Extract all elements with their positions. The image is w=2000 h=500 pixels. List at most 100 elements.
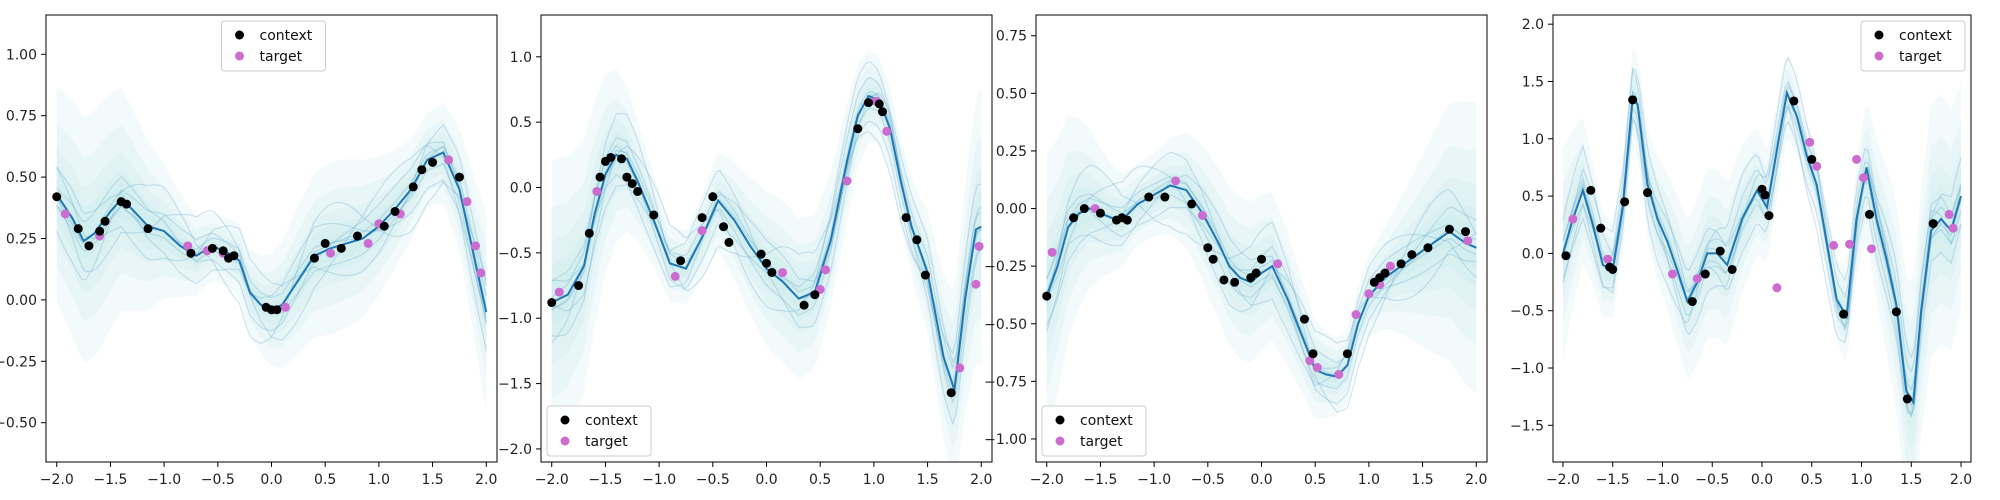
sample-curve [1562, 81, 1962, 418]
legend-marker-target [1055, 436, 1065, 446]
y-tick-label: −0.75 [984, 374, 1027, 390]
target-point [476, 268, 486, 278]
sample-curve [551, 61, 982, 426]
target-point [592, 186, 602, 196]
context-point [912, 235, 922, 245]
legend-marker-target [235, 51, 244, 61]
context-point [1160, 192, 1170, 202]
context-point [622, 172, 632, 182]
uncertainty-band-2 [56, 118, 487, 379]
x-tick-label: 0.5 [314, 472, 336, 488]
y-tick-label: 0.00 [996, 202, 1027, 218]
context-point [229, 251, 239, 261]
context-point [336, 243, 346, 253]
target-point [974, 241, 984, 251]
context-point [606, 152, 616, 162]
context-point [1628, 95, 1638, 105]
legend: context target [221, 20, 326, 72]
legend-marker-context [235, 30, 244, 40]
target-point [842, 176, 852, 186]
y-tick-label: 0.5 [1522, 189, 1544, 205]
target-point [1944, 209, 1954, 219]
legend-label-target: target [585, 434, 628, 450]
x-tick-label: 0.5 [1304, 472, 1326, 488]
context-point [1257, 254, 1266, 264]
legend-box [1860, 20, 1966, 72]
x-tick-label: 1.5 [916, 472, 938, 488]
target-point [1845, 239, 1855, 249]
x-tick-label: −1.0 [147, 472, 181, 488]
context-point [390, 206, 400, 216]
context-point [454, 172, 464, 182]
context-point [1461, 227, 1471, 237]
target-point [60, 209, 70, 219]
sample-curve [56, 145, 487, 352]
x-tick-label: −1.5 [93, 472, 127, 488]
target-point [1197, 210, 1207, 220]
y-tick-label: −0.25 [0, 354, 37, 370]
context-point [1727, 264, 1737, 274]
target-point [1047, 247, 1057, 257]
target-point [1351, 310, 1361, 320]
legend-label-target: target [1899, 49, 1942, 65]
x-tick-label: 0.0 [1250, 472, 1272, 488]
x-tick-label: 1.0 [1358, 472, 1380, 488]
target-point [1812, 161, 1822, 171]
sample-curve [1562, 56, 1962, 415]
panel-2: −2.0 −1.5 −1.0 −0.5 0.0 0.5 1.0 1.5 2.0 −2.0 −1.5 −… [498, 14, 993, 488]
uncertainty-band-2 [551, 66, 982, 449]
y-tick-label: 0.50 [996, 86, 1027, 102]
sample-curve [551, 94, 982, 370]
x-tick-label: −2.0 [535, 472, 569, 488]
context-point [95, 226, 105, 236]
panel-4: −2.0 −1.5 −1.0 −0.5 0.0 0.5 1.0 1.5 2.0−1.5−1.0−… [1510, 14, 1972, 488]
target-point [1603, 254, 1613, 264]
context-point [1042, 291, 1052, 301]
panel-3: −2.0 −1.5 −1.0 −0.5 0.0 0.5 1.0 1.5 2.0 −1.00 −0.7… [984, 14, 1488, 488]
sample-curve [1046, 165, 1477, 344]
y-tick-label: −0.5 [498, 246, 532, 262]
x-tick-label: 0.5 [1801, 472, 1823, 488]
target-point [1692, 274, 1702, 284]
target-point [670, 271, 680, 281]
x-tick-label: 0.0 [260, 472, 282, 488]
x-tick-label: 2.0 [1465, 472, 1487, 488]
legend-box [221, 20, 326, 72]
uncertainty-band-1 [551, 51, 982, 462]
context-point [762, 258, 771, 268]
target-point [1805, 137, 1815, 147]
context-point [428, 157, 438, 167]
legend-label-target: target [260, 49, 303, 65]
legend-label-target: target [1080, 434, 1123, 450]
sample-curve [1046, 176, 1477, 390]
uncertainty-band-2 [1563, 66, 1961, 462]
sample-curve [56, 163, 487, 324]
context-point [547, 298, 557, 308]
context-point [1144, 192, 1154, 202]
x-tick-label: −0.5 [696, 472, 730, 488]
context-point [697, 213, 707, 223]
target-point [444, 155, 454, 165]
context-point [853, 124, 863, 134]
plot-area [547, 51, 984, 462]
context-point [719, 222, 729, 232]
plot-area [52, 87, 488, 412]
x-tick-label: −2.0 [1546, 472, 1580, 488]
target-point [363, 238, 373, 248]
context-point [649, 210, 659, 220]
context-point [1251, 268, 1261, 278]
target-point [326, 248, 336, 258]
context-point [1839, 309, 1849, 319]
y-tick-label: −1.5 [498, 377, 532, 393]
y-tick-label: 0.0 [510, 181, 532, 197]
legend-marker-target [560, 436, 570, 446]
x-tick-label: −1.5 [1596, 472, 1630, 488]
context-point [122, 199, 132, 209]
context-point [724, 237, 734, 247]
target-point [1334, 369, 1344, 379]
y-tick-label: −1.5 [1510, 418, 1544, 434]
legend-label-context: context [1899, 28, 1952, 44]
uncertainty-band-3 [551, 77, 982, 426]
y-tick-label: 0.75 [996, 29, 1027, 45]
y-tick-label: −2.0 [498, 442, 532, 458]
